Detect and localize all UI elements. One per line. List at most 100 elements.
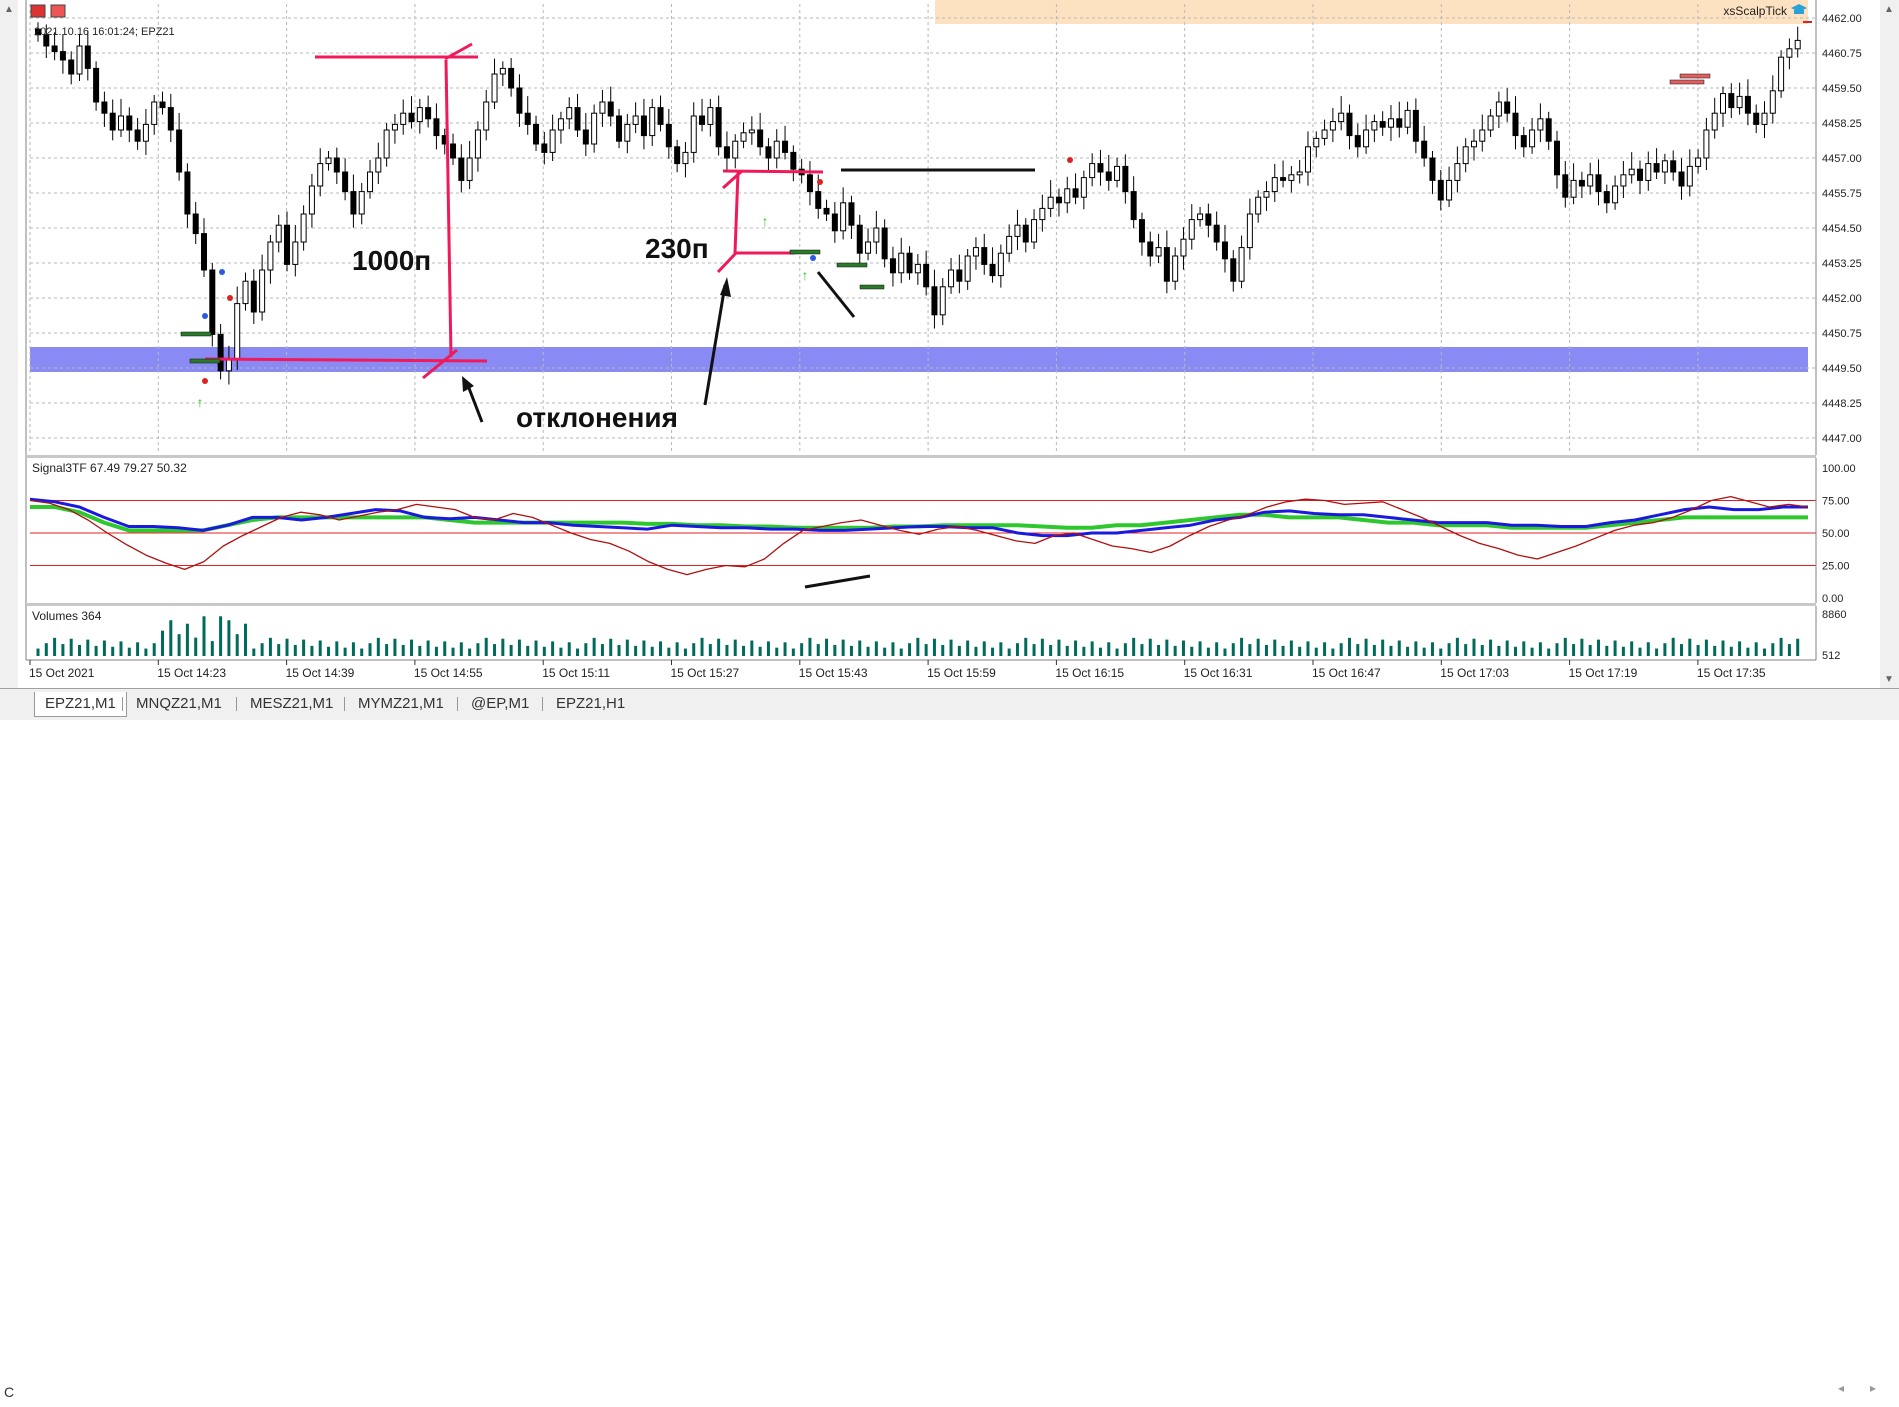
candle-body bbox=[815, 191, 822, 209]
candle-body bbox=[1039, 207, 1046, 221]
tab-mymz21-m1[interactable]: MYMZ21,M1 bbox=[358, 695, 444, 712]
candle-body bbox=[1105, 171, 1112, 181]
tab-epz21-m1[interactable]: EPZ21,M1 bbox=[34, 692, 127, 717]
annotation-tick-bottom-230 bbox=[716, 251, 738, 274]
candle-body bbox=[649, 107, 656, 137]
pane-separator[interactable] bbox=[26, 455, 1816, 458]
candle-body bbox=[1363, 129, 1370, 148]
candle-body bbox=[109, 112, 116, 131]
price-tick-label: 4457.00 bbox=[1822, 153, 1862, 165]
buy-arrow-icon: ↑ bbox=[762, 213, 769, 229]
time-tick-label: 15 Oct 16:31 bbox=[1184, 666, 1253, 680]
candle-body bbox=[1786, 48, 1793, 58]
candle-body bbox=[848, 202, 855, 226]
candle-body bbox=[184, 171, 191, 215]
indicator-pane[interactable]: 100.00 75.00 50.00 25.00 0.00 Signal3TF 67.4… bbox=[29, 458, 1856, 605]
tab-right-icon[interactable]: ▸ bbox=[1870, 1381, 1877, 1395]
pane-separator[interactable] bbox=[26, 603, 1816, 606]
annotation-black-diagonal-price bbox=[816, 271, 856, 318]
scroll-up-icon[interactable]: ▲ bbox=[1884, 4, 1894, 15]
candle-body bbox=[682, 151, 689, 165]
tab-epz21-h1[interactable]: EPZ21,H1 bbox=[556, 695, 626, 712]
scroll-down-icon[interactable]: ▼ bbox=[1884, 674, 1894, 685]
candle-body bbox=[167, 107, 174, 131]
candle-body bbox=[342, 171, 349, 193]
time-tick-label: 15 Oct 17:35 bbox=[1697, 666, 1766, 680]
price-tick-label: 4447.00 bbox=[1822, 433, 1862, 445]
tab-separator bbox=[236, 697, 237, 711]
vertical-scrollbar[interactable] bbox=[1880, 0, 1899, 688]
left-scroll-up-icon[interactable]: ▲ bbox=[4, 4, 14, 15]
candle-body bbox=[1379, 121, 1386, 128]
left-scrollbar[interactable] bbox=[0, 0, 18, 688]
volume-axis: 8860 512 bbox=[1822, 609, 1846, 662]
indicator-tick-label: 0.00 bbox=[1822, 593, 1843, 605]
candle-body bbox=[1686, 165, 1693, 187]
candle-body bbox=[1172, 255, 1179, 282]
candle-body bbox=[549, 129, 556, 153]
indicator-axis: 100.00 75.00 50.00 25.00 0.00 bbox=[1822, 463, 1856, 605]
chart-properties-icon[interactable] bbox=[30, 4, 46, 18]
volume-pane[interactable]: 8860 512 Volumes 364 bbox=[32, 606, 1846, 662]
candle-body bbox=[624, 123, 631, 142]
candle-body bbox=[275, 224, 282, 243]
candle-body bbox=[574, 107, 581, 131]
candle-body bbox=[723, 146, 730, 159]
tab-separator bbox=[542, 697, 543, 711]
tab-mnqz21-m1[interactable]: MNQZ21,M1 bbox=[136, 695, 222, 712]
candle-body bbox=[267, 241, 274, 271]
tab-left-icon[interactable]: ◂ bbox=[1838, 1381, 1845, 1395]
candle-body bbox=[1304, 146, 1311, 173]
tab-mesz21-m1[interactable]: MESZ21,M1 bbox=[250, 695, 334, 712]
candle-body bbox=[333, 157, 340, 173]
price-tick-label: 4462.00 bbox=[1822, 13, 1862, 25]
candle-body bbox=[715, 107, 722, 148]
graduation-cap-icon[interactable] bbox=[1791, 4, 1807, 14]
candle-body bbox=[657, 107, 664, 125]
time-tick-label: 15 Oct 14:23 bbox=[157, 666, 226, 680]
candle-body bbox=[1645, 163, 1652, 181]
candle-body bbox=[358, 191, 365, 215]
chart-template-icon[interactable] bbox=[50, 4, 66, 18]
candle-body bbox=[1288, 174, 1295, 181]
candle-body bbox=[118, 115, 125, 131]
candle-body bbox=[898, 252, 905, 274]
chart-canvas[interactable]: 4462.00 4460.75 4459.50 4458.25 4457.00 4455.… bbox=[0, 0, 1899, 688]
candle-body bbox=[591, 112, 598, 145]
tab-scroll-icon[interactable]: C bbox=[3, 1384, 15, 1400]
candle-body bbox=[599, 101, 606, 114]
candle-body bbox=[1529, 129, 1536, 148]
sell-dot-icon bbox=[817, 179, 823, 185]
candle-body bbox=[1371, 121, 1378, 131]
candle-body bbox=[391, 123, 398, 131]
chart-menu-icons[interactable] bbox=[30, 4, 66, 18]
candle-body bbox=[1670, 160, 1677, 173]
candle-body bbox=[632, 115, 639, 125]
indicator-line-blue bbox=[29, 497, 1808, 538]
time-tick-label: 15 Oct 14:39 bbox=[286, 666, 355, 680]
candle-body bbox=[806, 174, 813, 193]
time-tick-label: 15 Oct 17:19 bbox=[1569, 666, 1638, 680]
sell-dot-icon bbox=[1067, 157, 1073, 163]
candle-body bbox=[1520, 135, 1527, 148]
price-pane[interactable]: 4462.00 4460.75 4459.50 4458.25 4457.00 4455.… bbox=[29, 0, 1862, 455]
candle-body bbox=[1553, 140, 1560, 176]
candle-body bbox=[765, 146, 772, 159]
candle-body bbox=[1653, 163, 1660, 173]
candle-body bbox=[524, 112, 531, 125]
candle-body bbox=[1545, 118, 1552, 142]
indicator-tick-label: 25.00 bbox=[1822, 561, 1850, 573]
price-tick-label: 4453.25 bbox=[1822, 258, 1862, 270]
candle-body bbox=[1213, 224, 1220, 243]
candle-body bbox=[1628, 168, 1635, 176]
buy-dot-icon bbox=[202, 313, 208, 319]
candle-body bbox=[1263, 191, 1270, 198]
candle-body bbox=[1794, 39, 1801, 50]
candle-body bbox=[823, 207, 830, 215]
tab--ep-m1[interactable]: @EP,M1 bbox=[471, 695, 530, 712]
candle-body bbox=[450, 143, 457, 159]
chart-tab-bar: C EPZ21,M1 MNQZ21,M1 MESZ21,M1 MYMZ21,M1 @EP… bbox=[0, 688, 1899, 1400]
candle-body bbox=[1462, 146, 1469, 165]
candle-body bbox=[284, 224, 291, 265]
candle-body bbox=[1778, 56, 1785, 92]
